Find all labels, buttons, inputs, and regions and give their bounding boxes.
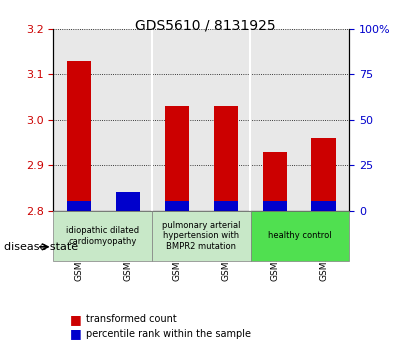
- Bar: [165, 106, 189, 211]
- Text: GDS5610 / 8131925: GDS5610 / 8131925: [135, 18, 276, 32]
- Text: idiopathic dilated
cardiomyopathy: idiopathic dilated cardiomyopathy: [66, 226, 139, 246]
- Text: ■: ■: [70, 327, 82, 340]
- FancyBboxPatch shape: [251, 211, 349, 261]
- FancyBboxPatch shape: [53, 211, 152, 261]
- Text: percentile rank within the sample: percentile rank within the sample: [86, 329, 251, 339]
- Bar: [312, 201, 336, 211]
- Bar: [67, 61, 91, 211]
- Text: ■: ■: [70, 313, 82, 326]
- Bar: [116, 192, 140, 211]
- Bar: [263, 151, 287, 211]
- Text: disease state: disease state: [4, 242, 78, 252]
- Bar: [312, 138, 336, 211]
- Bar: [214, 106, 238, 211]
- Bar: [165, 201, 189, 211]
- Text: healthy control: healthy control: [268, 232, 332, 240]
- FancyBboxPatch shape: [152, 211, 251, 261]
- Text: transformed count: transformed count: [86, 314, 177, 325]
- Bar: [263, 201, 287, 211]
- Text: pulmonary arterial
hypertension with
BMPR2 mutation: pulmonary arterial hypertension with BMP…: [162, 221, 240, 251]
- Bar: [67, 201, 91, 211]
- Bar: [214, 201, 238, 211]
